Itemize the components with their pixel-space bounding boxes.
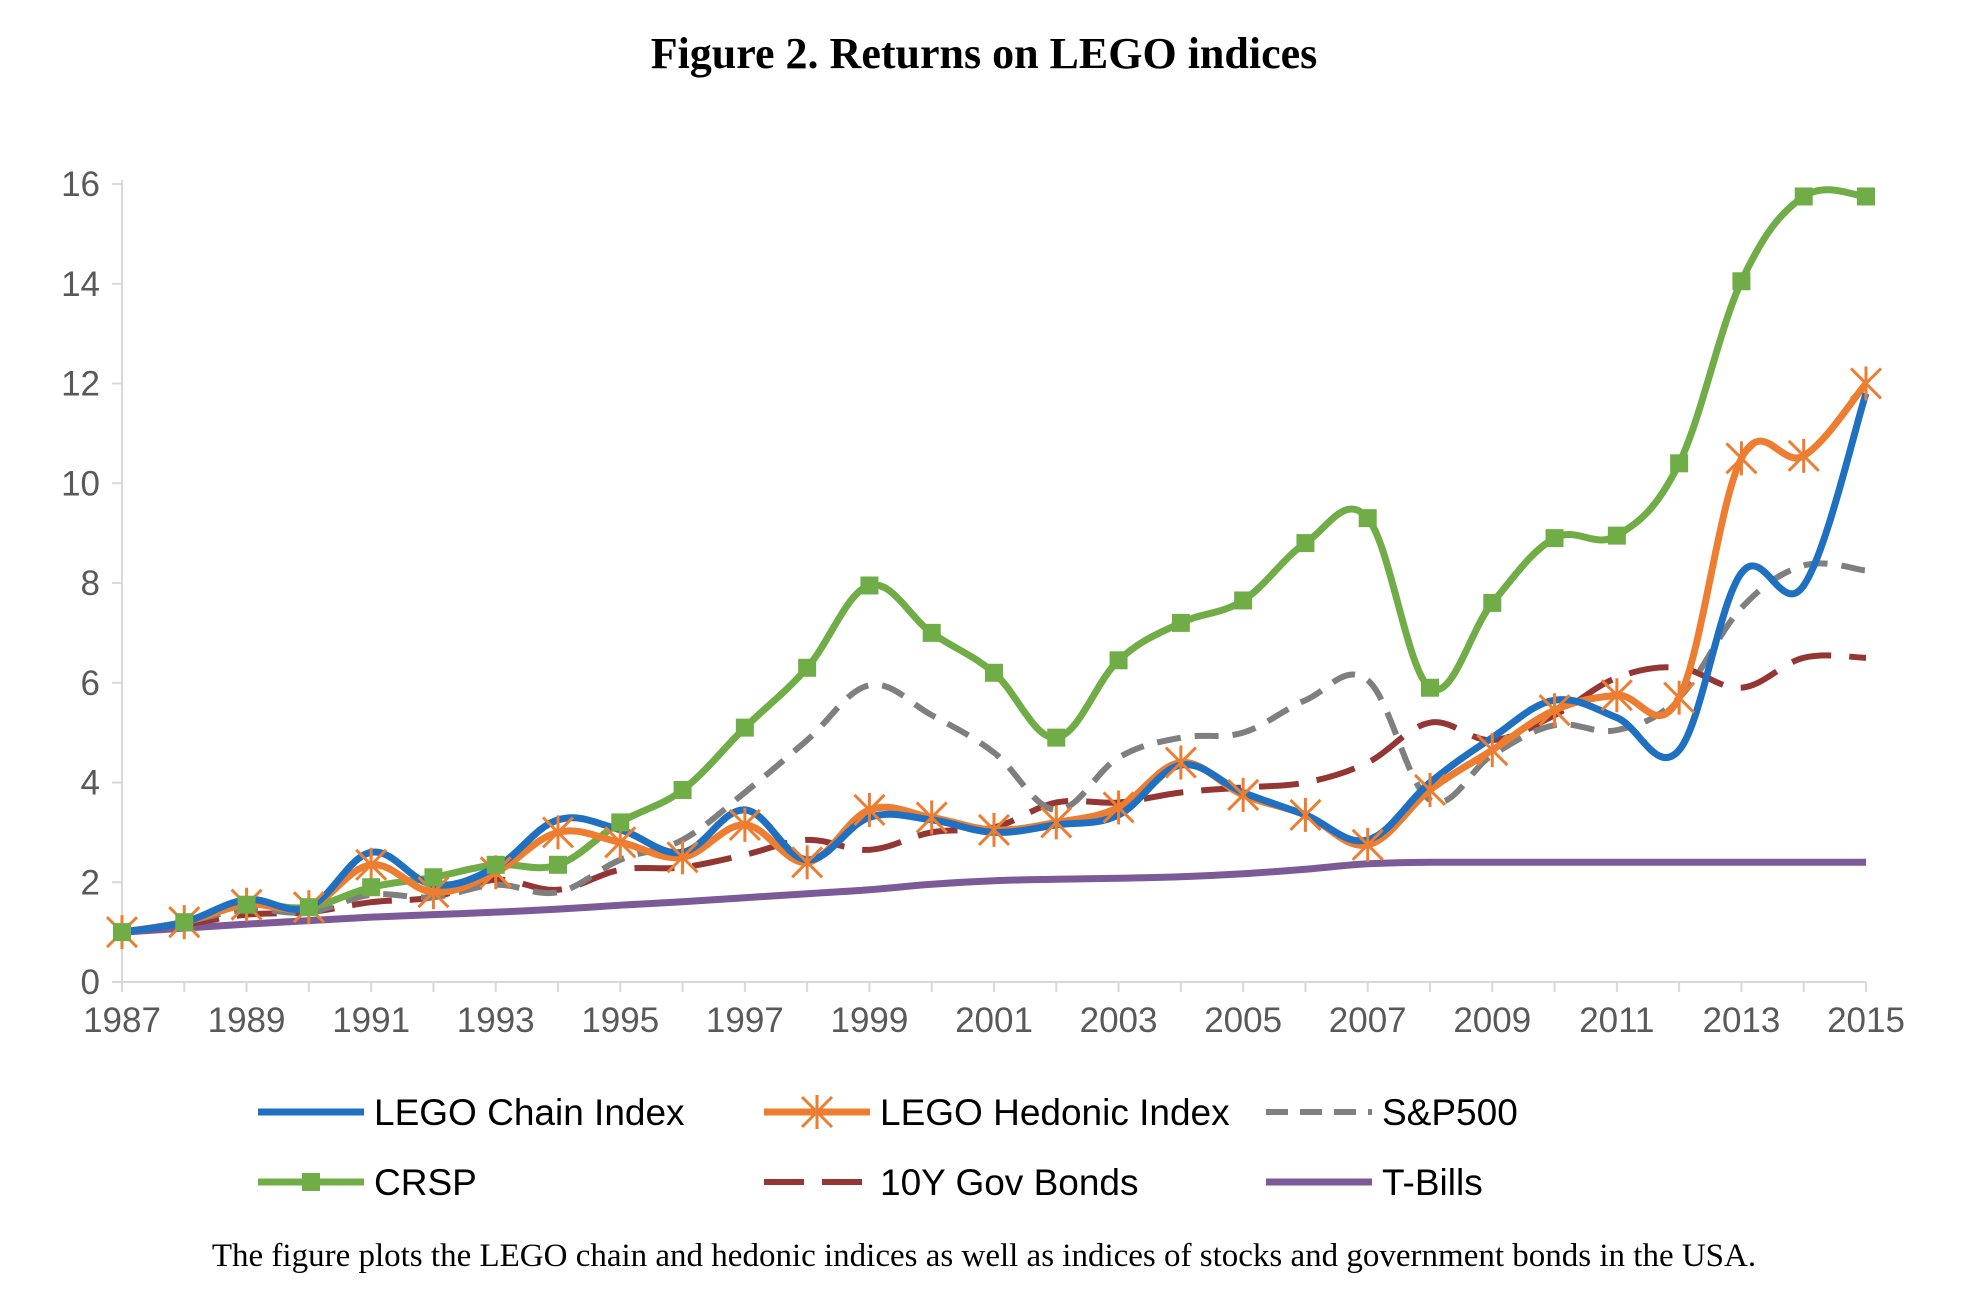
x-tick-label: 2005	[1204, 1001, 1282, 1040]
legend-label: 10Y Gov Bonds	[880, 1162, 1139, 1203]
x-tick-label: 1991	[332, 1001, 410, 1040]
y-tick-label: 6	[81, 664, 100, 703]
figure-title: Figure 2. Returns on LEGO indices	[650, 29, 1318, 78]
data-point-marker	[1164, 745, 1197, 780]
legend-item-lego-chain-index: LEGO Chain Index	[258, 1092, 685, 1133]
x-tick-label: 1997	[706, 1001, 784, 1040]
data-point-marker	[1102, 790, 1135, 825]
data-point-marker	[1857, 187, 1875, 206]
data-point-marker	[175, 913, 194, 932]
data-point-marker	[860, 576, 879, 595]
data-point-marker	[666, 840, 699, 875]
data-point-marker	[728, 807, 761, 842]
data-point-marker	[798, 658, 817, 677]
y-tick-label: 0	[81, 963, 100, 1002]
legend-marker	[302, 1173, 320, 1191]
x-tick-label: 2015	[1827, 1001, 1905, 1040]
x-tick-label: 1995	[581, 1001, 659, 1040]
data-point-marker	[853, 792, 886, 827]
data-point-marker	[1670, 454, 1689, 473]
y-tick-label: 16	[61, 165, 100, 204]
x-tick-label: 2003	[1080, 1001, 1158, 1040]
data-point-marker	[355, 847, 388, 882]
data-point-marker	[1234, 591, 1253, 610]
series-markers	[105, 187, 1883, 950]
data-point-marker	[1358, 509, 1377, 528]
data-point-marker	[549, 855, 567, 874]
x-tick-label: 2013	[1702, 1001, 1780, 1040]
legend-item-t-bills: T-Bills	[1266, 1162, 1483, 1203]
y-tick-label: 12	[61, 365, 100, 404]
legend-label: S&P500	[1382, 1092, 1518, 1133]
figure-caption: The figure plots the LEGO chain and hedo…	[211, 1238, 1757, 1274]
data-point-marker	[1725, 441, 1758, 476]
data-point-marker	[977, 812, 1011, 847]
data-point-marker	[1538, 693, 1571, 728]
data-point-marker	[1040, 805, 1073, 840]
data-point-marker	[1545, 529, 1564, 548]
legend-label: LEGO Chain Index	[374, 1092, 685, 1133]
axes: 0 2 4 6 8 10 12 14 16 1987 1989 1991 1993 1995 1997 199…	[61, 165, 1905, 1040]
x-tick-label: 2001	[955, 1001, 1033, 1040]
data-point-marker	[1351, 827, 1384, 862]
data-point-marker	[486, 855, 505, 874]
data-point-marker	[1732, 272, 1751, 291]
data-point-marker	[1421, 678, 1439, 697]
y-tick-label: 8	[81, 564, 100, 603]
data-point-marker	[1296, 534, 1315, 553]
data-point-marker	[1794, 187, 1813, 206]
y-tick-label: 4	[81, 764, 100, 803]
series-line-lego-hedonic-index	[121, 381, 1869, 936]
legend-item-10y-gov-bonds: 10Y Gov Bonds	[764, 1162, 1139, 1203]
data-point-marker	[1289, 797, 1322, 832]
data-point-marker	[1849, 366, 1883, 401]
markers-crsp	[113, 187, 1875, 942]
data-point-marker	[922, 623, 941, 642]
data-point-marker	[1413, 772, 1447, 807]
y-tick-label: 10	[61, 464, 100, 503]
x-tick-label: 1999	[830, 1001, 908, 1040]
legend-label: T-Bills	[1382, 1162, 1483, 1203]
legend-item-lego-hedonic-index: LEGO Hedonic Index	[764, 1092, 1230, 1133]
data-point-marker	[985, 663, 1003, 682]
x-tick-label: 1989	[208, 1001, 286, 1040]
legend-marker	[800, 1095, 834, 1129]
data-point-marker	[915, 800, 948, 835]
data-point-marker	[1600, 678, 1633, 713]
data-point-marker	[1787, 438, 1820, 473]
legend-label: LEGO Hedonic Index	[880, 1092, 1230, 1133]
data-point-marker	[113, 923, 131, 942]
legend-item-crsp: CRSP	[258, 1162, 477, 1203]
data-point-marker	[735, 718, 754, 737]
data-point-marker	[541, 815, 575, 850]
data-point-marker	[1171, 613, 1190, 632]
y-tick-label: 14	[61, 265, 100, 304]
data-point-marker	[791, 845, 824, 880]
data-point-marker	[611, 813, 630, 832]
x-tick-label: 2009	[1453, 1001, 1531, 1040]
data-point-marker	[299, 898, 318, 917]
legend-label: CRSP	[374, 1162, 477, 1203]
series-line-t-bills	[121, 858, 1866, 936]
legend: LEGO Chain Index LEGO Hedonic Index S&P500…	[258, 1092, 1518, 1203]
data-point-marker	[1663, 680, 1696, 715]
data-point-marker	[1047, 728, 1066, 747]
x-tick-label: 2011	[1579, 1001, 1654, 1040]
data-point-marker	[362, 878, 381, 897]
data-point-marker	[1607, 526, 1626, 545]
y-tick-label: 2	[81, 863, 100, 902]
x-tick-label: 1987	[83, 1001, 161, 1040]
data-point-marker	[424, 868, 443, 887]
data-point-marker	[237, 895, 256, 914]
x-tick-label: 1993	[457, 1001, 535, 1040]
data-point-marker	[673, 780, 692, 799]
x-tick-label: 2007	[1329, 1001, 1407, 1040]
data-point-marker	[1483, 593, 1502, 612]
data-point-marker	[1227, 777, 1260, 812]
data-point-marker	[1476, 733, 1509, 768]
legend-item-s-p500: S&P500	[1266, 1092, 1518, 1133]
data-point-marker	[1109, 651, 1128, 670]
